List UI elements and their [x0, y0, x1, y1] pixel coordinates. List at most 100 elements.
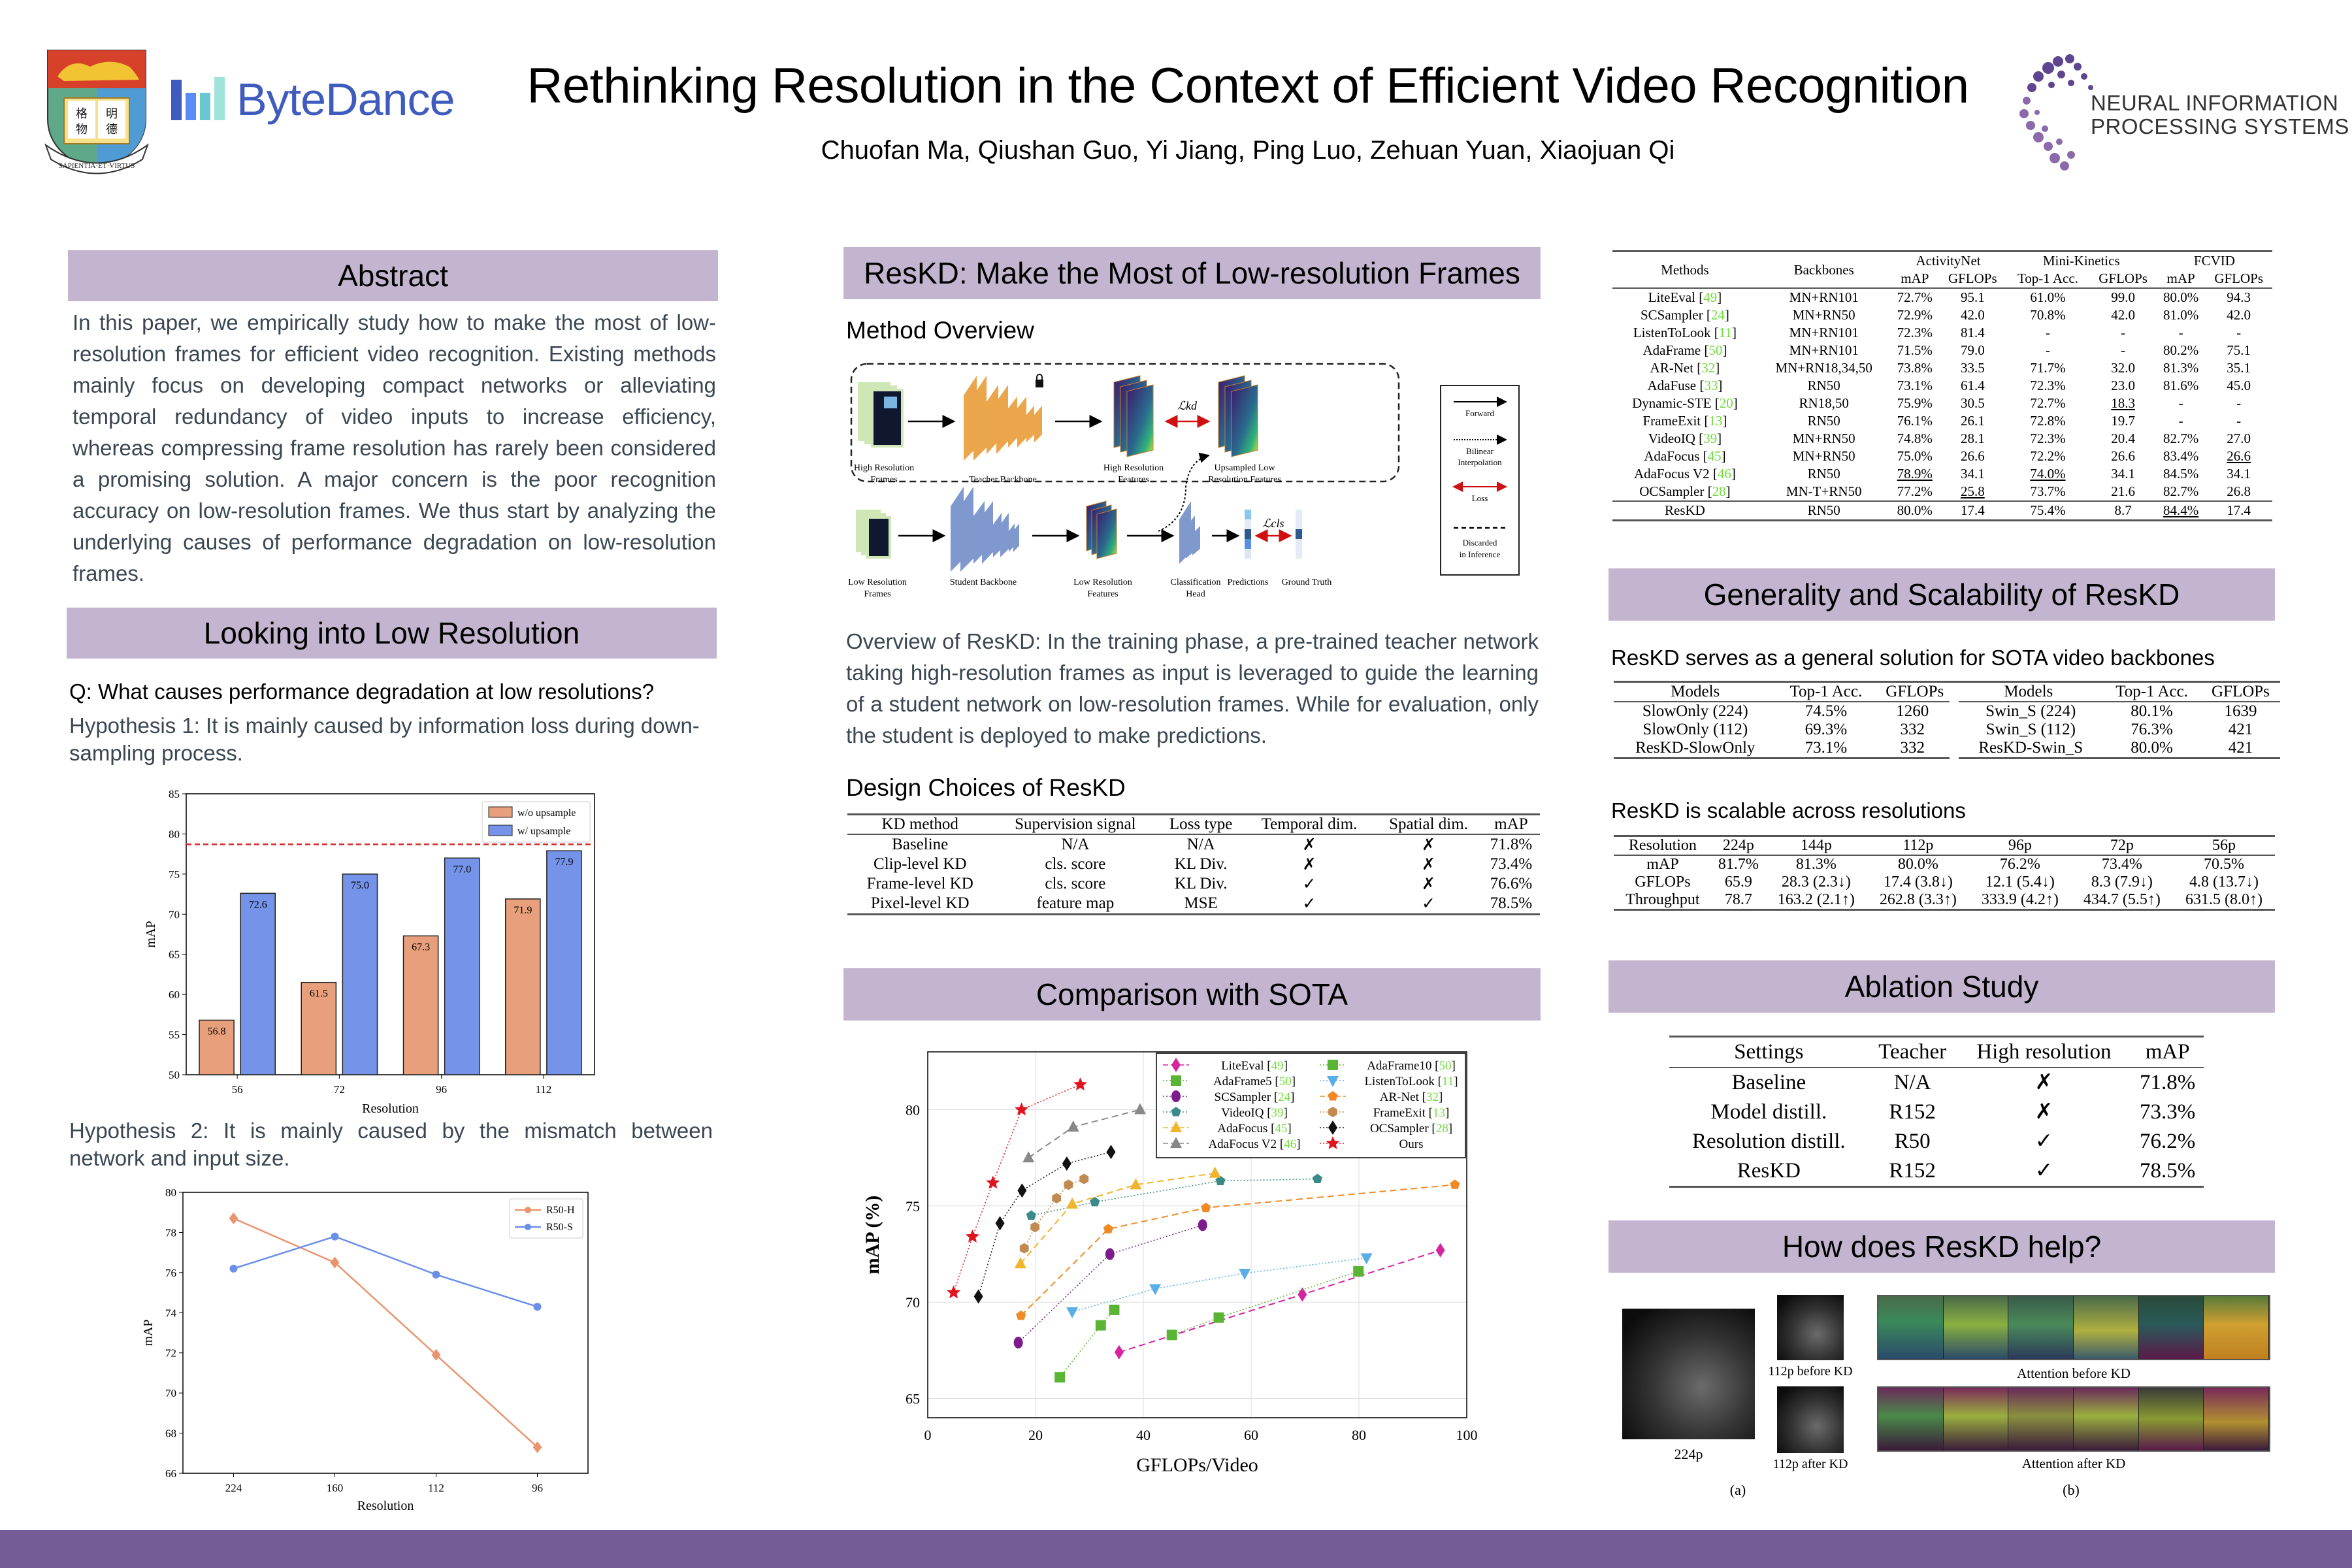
data-point [1450, 1179, 1460, 1189]
table-cell: 76.6% [1490, 875, 1533, 892]
backbone-row: SlowOnly (224) 74.5% 1260 Swin_S (224) 80.1%… [1614, 702, 2280, 721]
sota-row: ResKD RN50 80.0% 17.4 75.4% 8.7 84.4% 17.4 [1612, 500, 2272, 521]
x-tick-label: 100 [1456, 1427, 1478, 1443]
attention-before-strip [1877, 1295, 2270, 1360]
table-cell: 81.0% [2163, 307, 2199, 323]
table-cell: R152 [1868, 1156, 1957, 1188]
data-point [1171, 1090, 1181, 1102]
svg-text:Student Backbone: Student Backbone [950, 578, 1017, 587]
method-name: SCSampler [1640, 307, 1703, 323]
citation-link[interactable]: 45 [1707, 448, 1722, 464]
table-cell: RN50 [1807, 413, 1840, 429]
legend-label: AdaFocus [45] [1217, 1122, 1291, 1135]
method-cell: Dynamic-STE [20] [1632, 395, 1738, 411]
svg-text:明: 明 [106, 107, 118, 120]
data-point [1198, 1219, 1207, 1232]
table-cell: 73.3% [2140, 1100, 2196, 1124]
ablation-table: Settings Teacher High resolution mAP Baselin… [1669, 1036, 2204, 1188]
citation-link[interactable]: 33 [1704, 378, 1718, 393]
table-cell: 72.3% [1897, 325, 1933, 340]
table-cell: 84.4% [2156, 500, 2206, 521]
predictions-icon [1245, 510, 1251, 559]
citation-link[interactable]: 20 [1719, 395, 1733, 411]
sota-row: ListenToLook [11] MN+RN101 72.3% 81.4 - - - - [1612, 324, 2272, 342]
label-attention-after: Attention after KD [2021, 1456, 2126, 1471]
table-cell: - [2121, 342, 2126, 358]
sota-row: AdaFrame [50] MN+RN101 71.5% 79.0 - - 80.2% 75.… [1612, 342, 2272, 359]
y-tick-label: 80 [906, 1102, 920, 1118]
bytedance-mark-icon [171, 77, 225, 120]
citation-link[interactable]: 49 [1703, 289, 1718, 305]
table-cell: 18.3 [2111, 395, 2135, 411]
table-cell: 80.0% [1897, 856, 1938, 873]
abstract-heading: Abstract [68, 250, 718, 301]
bar-value-label: 77.0 [453, 864, 471, 875]
table-cell: KL Div. [1174, 855, 1228, 873]
method-name: Dynamic-STE [1632, 395, 1712, 411]
ablation-row: Resolution distill. R50 ✓ 76.2% [1669, 1127, 2204, 1156]
x-axis-label: Resolution [362, 1102, 419, 1116]
svg-text:Frames: Frames [864, 589, 890, 599]
bar-value-label: 67.3 [412, 941, 430, 953]
backbone-table: Models Top-1 Acc. GFLOPs Models Top-1 Acc. GF… [1614, 681, 2280, 759]
table-cell: RN50 [1807, 378, 1840, 393]
data-point [1170, 1121, 1182, 1132]
data-point [1171, 1075, 1181, 1086]
citation-link[interactable]: 13 [1708, 413, 1723, 429]
table-cell: N/A [1893, 1071, 1931, 1094]
table-cell: MN+RN50 [1792, 307, 1855, 323]
table-cell: - [2045, 325, 2050, 340]
data-point [1105, 1248, 1115, 1260]
table-cell: 73.8% [1897, 360, 1933, 376]
table-cell: 75.0% [1897, 448, 1933, 464]
table-cell: feature map [992, 894, 1158, 915]
method-name: AdaFrame [1642, 342, 1701, 358]
bar-value-label: 77.9 [555, 857, 573, 868]
svg-text:德: 德 [106, 123, 118, 136]
series-frameexit [1019, 1173, 1089, 1254]
table-cell: Throughput [1614, 891, 1712, 911]
citation-link[interactable]: 11 [1718, 325, 1732, 340]
sota-row: AdaFocus V2 [46] RN50 78.9% 34.1 74.0% 34.1 84… [1612, 465, 2272, 483]
method-cell: LiteEval [49] [1648, 289, 1722, 305]
data-point [1073, 1077, 1087, 1091]
design-choices-table: KD method Supervision signal Loss type Temp… [847, 813, 1540, 915]
low-res-question: Q: What causes performance degradation a… [69, 679, 655, 704]
citation-link[interactable]: 28 [1712, 483, 1726, 499]
table-cell: 631.5 (8.0↑) [2172, 891, 2275, 911]
svg-text:Loss: Loss [1472, 493, 1488, 503]
y-tick-label: 65 [906, 1391, 920, 1407]
chart-legend: w/o upsample w/ upsample [482, 801, 591, 843]
table-cell: - [2045, 342, 2050, 358]
citation-link[interactable]: 50 [1708, 342, 1723, 358]
citation-link[interactable]: 39 [1703, 431, 1718, 446]
table-cell: Pixel-level KD [847, 894, 993, 915]
y-tick-label: 85 [169, 788, 180, 800]
column-header: Temporal dim. [1243, 813, 1375, 835]
bar [342, 874, 378, 1075]
x-tick-label: 56 [232, 1083, 243, 1096]
data-point [1103, 1224, 1113, 1233]
table-header-row: Models Top-1 Acc. GFLOPs Models Top-1 Acc. GF… [1614, 681, 2280, 702]
method-overview-text: Overview of ResKD: In the training phase… [846, 629, 1539, 747]
table-cell: 81.7% [1718, 856, 1759, 873]
svg-text:Resolution Features: Resolution Features [1208, 475, 1281, 485]
method-name: ResKD [1665, 502, 1705, 518]
citation-link[interactable]: 46 [1717, 466, 1731, 482]
table-cell: 81.3% [2163, 360, 2199, 376]
table-cell: MN+RN18,34,50 [1775, 360, 1872, 376]
table-cell: 80.0% [2102, 739, 2201, 759]
method-name: VideoIQ [1648, 431, 1695, 446]
y-axis-label: mAP [144, 921, 158, 947]
data-point [1360, 1253, 1373, 1265]
data-point [947, 1285, 961, 1299]
table-cell: 73.4% [2101, 856, 2142, 873]
citation-link[interactable]: 32 [1701, 360, 1716, 376]
data-point [1106, 1145, 1116, 1160]
citation-link[interactable]: 24 [1710, 307, 1725, 323]
high-res-features-icon [1113, 375, 1154, 457]
network-line-chart: 66 68 70 72 74 76 78 80 224 160 112 96 Resolution mAP… [141, 1186, 589, 1513]
method-cell: AdaFuse [33] [1647, 378, 1723, 393]
classification-head-icon [1179, 501, 1200, 564]
svg-text:Low Resolution: Low Resolution [848, 578, 907, 587]
